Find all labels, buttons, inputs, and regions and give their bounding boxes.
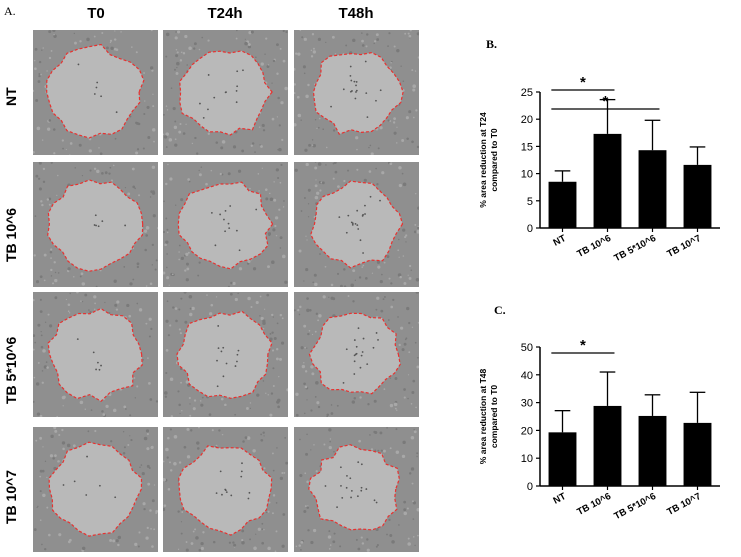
- column-header-t24h: T24h: [207, 5, 243, 22]
- x-tick-label: TB 5*10^6: [612, 233, 658, 264]
- bar-1: [593, 405, 622, 486]
- y-tick-label: 50: [521, 342, 533, 354]
- y-tick-label: 15: [521, 141, 533, 153]
- x-tick-label: NT: [552, 491, 569, 507]
- bar-3: [683, 422, 712, 486]
- row-label-tb-10-7: TB 10^7: [3, 469, 19, 524]
- chart-c: 0 10 20 30 40 50 % area reduction at T48compar…: [478, 337, 720, 522]
- y-axis-title: % area reduction at T24compared to T0: [478, 112, 499, 208]
- row-label-tb-10-6: TB 10^6: [3, 207, 19, 262]
- micrograph-r4-c1: [33, 427, 158, 552]
- y-tick-label: 5: [527, 196, 533, 208]
- y-tick-label: 40: [521, 370, 533, 382]
- micrograph-r4-c2: [163, 427, 288, 552]
- micrograph-r2-c2: [163, 162, 288, 287]
- bar-2: [638, 150, 667, 228]
- y-tick-label: 0: [527, 223, 533, 235]
- bar-3: [683, 164, 712, 228]
- significance-star: *: [602, 93, 608, 110]
- bar-0: [548, 432, 577, 486]
- x-tick-label: TB 10^7: [665, 233, 703, 260]
- panel-c-letter: C.: [494, 303, 506, 317]
- bar-1: [593, 133, 622, 228]
- column-header-t0: T0: [87, 5, 105, 22]
- significance-star: *: [580, 337, 586, 354]
- x-tick-label: NT: [552, 233, 569, 249]
- panel-b-letter: B.: [486, 37, 498, 51]
- micrograph-r3-c2: [163, 292, 288, 417]
- y-tick-label: 10: [521, 453, 533, 465]
- bar-0: [548, 181, 577, 228]
- bar-2: [638, 415, 667, 486]
- micrograph-r1-c2: [163, 30, 288, 155]
- significance-star: *: [580, 74, 586, 91]
- panel-a-letter: A.: [4, 4, 16, 18]
- x-tick-label: TB 5*10^6: [612, 491, 658, 522]
- micrograph-r1-c1: [33, 30, 158, 155]
- micrograph-r3-c3: [294, 292, 419, 417]
- y-tick-label: 20: [521, 114, 533, 126]
- chart-b: 0 5 10 15 20 25 % area reduction at T24compare…: [478, 74, 720, 264]
- y-tick-label: 0: [527, 481, 533, 493]
- micrograph-r4-c3: [294, 427, 419, 552]
- micrograph-r2-c3: [294, 162, 419, 287]
- row-label-nt: NT: [3, 87, 19, 106]
- micrograph-r3-c1: [33, 292, 158, 417]
- y-tick-label: 30: [521, 398, 533, 410]
- micrograph-r2-c1: [33, 162, 158, 287]
- x-tick-label: TB 10^6: [575, 233, 613, 260]
- y-tick-label: 20: [521, 425, 533, 437]
- y-axis-title: % area reduction at T48compared to T0: [478, 369, 499, 465]
- y-tick-label: 10: [521, 169, 533, 181]
- x-tick-label: TB 10^6: [575, 491, 613, 518]
- row-label-tb-5x10-6: TB 5*10^6: [3, 336, 19, 404]
- x-tick-label: TB 10^7: [665, 491, 703, 518]
- column-header-t48h: T48h: [338, 5, 374, 22]
- y-tick-label: 25: [521, 87, 533, 99]
- micrograph-r1-c3: [294, 30, 419, 155]
